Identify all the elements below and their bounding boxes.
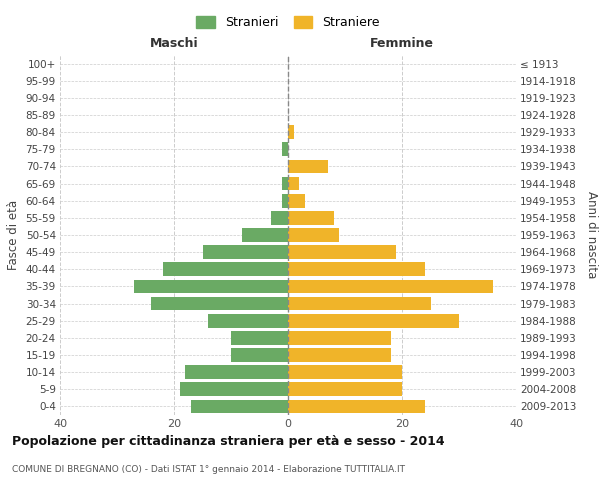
Bar [283, 142, 288, 156]
Bar [283, 176, 288, 190]
Bar [288, 366, 402, 379]
Bar [231, 331, 288, 344]
Bar [288, 314, 459, 328]
Bar [288, 348, 391, 362]
Bar [288, 400, 425, 413]
Bar [288, 382, 402, 396]
Bar [151, 296, 288, 310]
Bar [288, 160, 328, 173]
Bar [191, 400, 288, 413]
Bar [180, 382, 288, 396]
Bar [134, 280, 288, 293]
Bar [231, 348, 288, 362]
Bar [242, 228, 288, 242]
Bar [203, 246, 288, 259]
Bar [288, 194, 305, 207]
Text: Popolazione per cittadinanza straniera per età e sesso - 2014: Popolazione per cittadinanza straniera p… [12, 435, 445, 448]
Bar [288, 280, 493, 293]
Legend: Stranieri, Straniere: Stranieri, Straniere [191, 11, 385, 34]
Bar [288, 262, 425, 276]
Bar [288, 176, 299, 190]
Text: COMUNE DI BREGNANO (CO) - Dati ISTAT 1° gennaio 2014 - Elaborazione TUTTITALIA.I: COMUNE DI BREGNANO (CO) - Dati ISTAT 1° … [12, 465, 405, 474]
Bar [185, 366, 288, 379]
Bar [288, 331, 391, 344]
Bar [208, 314, 288, 328]
Bar [288, 246, 397, 259]
Bar [288, 126, 294, 139]
Bar [163, 262, 288, 276]
Bar [288, 211, 334, 224]
Bar [288, 296, 431, 310]
Text: Maschi: Maschi [149, 37, 199, 50]
Y-axis label: Fasce di età: Fasce di età [7, 200, 20, 270]
Bar [271, 211, 288, 224]
Text: Femmine: Femmine [370, 37, 434, 50]
Bar [288, 228, 340, 242]
Y-axis label: Anni di nascita: Anni di nascita [585, 192, 598, 278]
Bar [283, 194, 288, 207]
